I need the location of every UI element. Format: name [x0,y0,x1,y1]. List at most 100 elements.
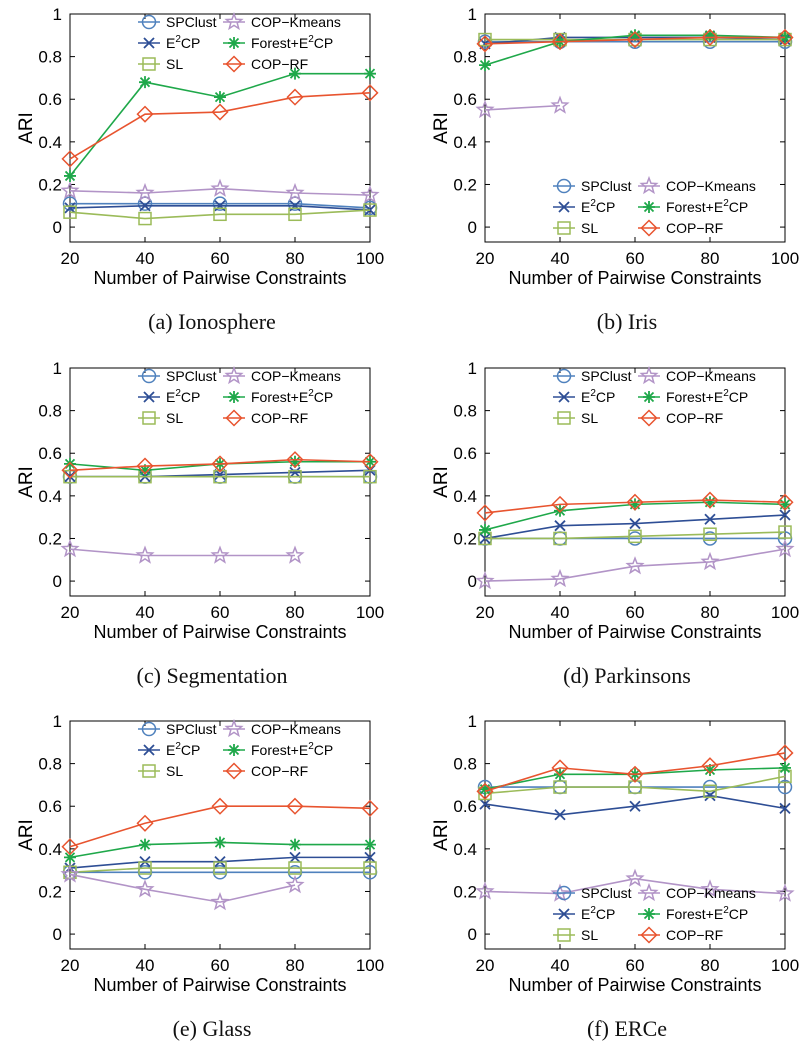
data-point [777,779,793,795]
data-point [289,455,301,468]
data-point [211,797,229,815]
chart-panel: 0 0.2 0.4 0.6 0.8 1 20 40 60 80 100 Number of Pairw… [16,5,384,334]
y-tick-label: 0.2 [38,175,62,194]
data-point [479,59,491,72]
x-tick-label: 40 [136,603,155,622]
legend-marker [556,885,572,901]
data-point [553,780,567,794]
data-point [136,814,154,832]
series-line [485,531,786,540]
data-point [551,495,569,513]
data-point [704,29,716,42]
legend-marker [225,409,243,427]
legend-marker [557,221,571,235]
series-1 [479,789,791,821]
y-tick-label: 0.4 [38,133,62,152]
data-point [704,513,716,525]
y-tick-label: 0.8 [453,402,477,421]
data-point [628,529,642,544]
legend-marker [558,201,570,213]
x-tick-label: 100 [771,249,799,268]
y-tick-label: 1 [53,5,62,24]
data-point [361,453,379,471]
data-point [476,35,494,53]
data-point [135,182,155,202]
legend-marker [143,391,155,403]
series-line [69,805,371,848]
subfigure-caption: (c) Segmentation [137,663,288,688]
legend-marker [640,926,658,944]
legend-marker [556,178,572,194]
series-5 [61,797,379,856]
y-tick-label: 0 [468,218,477,237]
data-point [626,765,644,783]
data-point [629,800,641,812]
subfigure-caption: (b) Iris [597,309,657,334]
series-3 [475,539,795,590]
series-5 [61,451,379,479]
legend-marker [225,762,243,780]
legend-marker [143,744,155,756]
data-point [478,32,492,47]
y-tick-label: 0 [53,218,62,237]
data-point [775,539,795,558]
data-point [475,570,495,590]
data-point [64,457,76,470]
legend-label: COP−Kmeans [251,368,341,384]
series-1 [64,200,376,216]
series-4 [64,67,376,182]
legend-label: COP−Kmeans [666,178,756,194]
data-point [139,200,151,212]
data-point [475,99,495,119]
data-point [289,200,301,212]
legend-marker [643,391,655,403]
y-tick-label: 1 [468,712,477,731]
legend: SPClust E2CP SL COP−Kmeans Forest+E2CP COP−RF [138,365,341,427]
data-point [551,759,569,777]
series-3 [475,868,795,902]
x-axis-label: Number of Pairwise Constraints [93,622,346,642]
x-tick-label: 60 [211,603,230,622]
legend-marker [142,764,156,778]
data-point [361,799,379,817]
y-tick-label: 0.2 [453,882,477,901]
data-point [629,29,641,42]
legend-marker [228,37,240,49]
subfigure-caption: (e) Glass [173,1016,252,1041]
y-tick-label: 0.6 [453,797,477,816]
data-point [64,202,76,214]
series-line [69,458,371,472]
data-point [550,95,570,114]
y-tick-label: 0.4 [453,487,477,506]
legend-label: COP−Kmeans [666,368,756,384]
data-point [286,797,304,815]
y-axis-label: ARI [16,466,37,498]
data-point [551,33,569,51]
data-point [701,757,719,775]
series-line [484,775,786,795]
data-point [778,525,792,539]
data-point [136,457,154,475]
data-point [135,545,155,564]
legend-label: COP−RF [251,410,308,426]
legend-label: E2CP [166,34,200,51]
y-tick-label: 0.4 [38,840,62,859]
legend-label: Forest+E2CP [251,34,333,51]
x-tick-label: 100 [771,956,799,975]
data-point [476,782,494,800]
series-3 [60,178,380,204]
data-point [286,88,304,106]
y-tick-label: 0 [468,572,477,591]
series-line [69,867,370,874]
series-line [69,72,370,177]
legend-marker [640,409,658,427]
series-line [484,877,786,895]
chart-panel: 0 0.2 0.4 0.6 0.8 1 20 40 60 80 100 Number of Pairw… [431,359,799,688]
legend-marker [141,721,157,737]
data-point [779,498,791,511]
x-tick-label: 40 [136,956,155,975]
legend-marker [224,11,244,31]
data-point [210,892,230,911]
x-axis-label: Number of Pairwise Constraints [93,975,346,995]
data-point [776,744,794,762]
